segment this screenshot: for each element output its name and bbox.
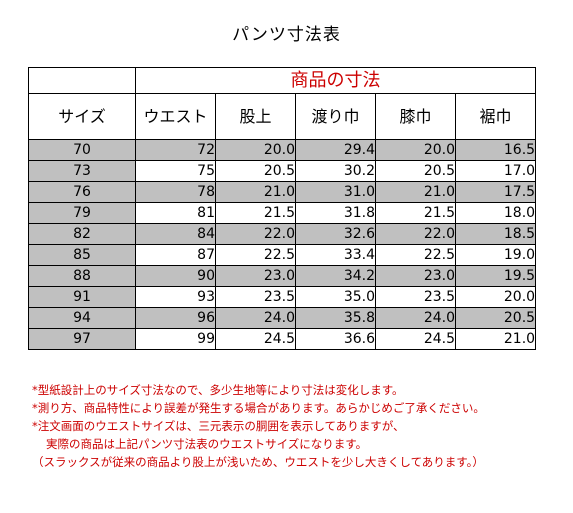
cell-hem-width: 20.0 [454,286,537,308]
column-header-waist: ウエスト [135,93,216,140]
cell-rise: 20.5 [215,160,296,182]
note-slacks-rise: （スラックスが従来の商品より股上が浅いため、ウエストを少し大きくしてあります。） [32,455,484,469]
cell-thigh-width: 35.8 [295,307,376,329]
table-row: 85 87 22.5 33.4 22.5 19.0 [28,244,537,266]
cell-hem-width: 18.5 [454,223,537,245]
cell-knee-width: 20.0 [375,139,456,161]
cell-hem-width: 18.0 [454,202,537,224]
cell-hem-width: 17.5 [454,181,537,203]
table-row: 79 81 21.5 31.8 21.5 18.0 [28,202,537,224]
cell-hem-width: 16.5 [454,139,537,161]
table-corner-cell [28,67,136,94]
table-column-header-row: サイズ ウエスト 股上 渡り巾 膝巾 裾巾 [28,93,537,140]
cell-size: 94 [28,307,136,329]
cell-waist: 72 [135,139,216,161]
note-measurement-error: *測り方、商品特性により誤差が発生する場合があります。あらかじめご了承ください。 [32,401,485,415]
cell-hem-width: 19.5 [454,265,537,287]
cell-hem-width: 17.0 [454,160,537,182]
cell-waist: 84 [135,223,216,245]
cell-thigh-width: 34.2 [295,265,376,287]
cell-waist: 96 [135,307,216,329]
cell-rise: 21.0 [215,181,296,203]
cell-size: 85 [28,244,136,266]
table-row: 91 93 23.5 35.0 23.5 20.0 [28,286,537,308]
cell-knee-width: 22.5 [375,244,456,266]
cell-rise: 24.0 [215,307,296,329]
note-waist-display: *注文画面のウエストサイズは、三元表示の胴囲を表示してありますが、 [32,419,405,433]
cell-rise: 23.0 [215,265,296,287]
cell-rise: 22.5 [215,244,296,266]
cell-waist: 99 [135,328,216,350]
cell-knee-width: 24.0 [375,307,456,329]
cell-size: 76 [28,181,136,203]
cell-thigh-width: 33.4 [295,244,376,266]
cell-knee-width: 23.5 [375,286,456,308]
cell-size: 73 [28,160,136,182]
cell-rise: 22.0 [215,223,296,245]
cell-waist: 75 [135,160,216,182]
cell-hem-width: 19.0 [454,244,537,266]
cell-thigh-width: 36.6 [295,328,376,350]
notes: *型紙設計上のサイズ寸法なので、多少生地等により寸法は変化します。 *測り方、商… [32,381,567,471]
table-row: 82 84 22.0 32.6 22.0 18.5 [28,223,537,245]
column-header-thigh-width: 渡り巾 [295,93,376,140]
cell-waist: 93 [135,286,216,308]
note-pattern-sizing: *型紙設計上のサイズ寸法なので、多少生地等により寸法は変化します。 [32,383,404,397]
table-group-header-row: 商品の寸法 [28,67,537,94]
table-row: 94 96 24.0 35.8 24.0 20.5 [28,307,537,329]
cell-rise: 23.5 [215,286,296,308]
cell-size: 82 [28,223,136,245]
product-dimensions-header: 商品の寸法 [134,67,537,94]
table-row: 88 90 23.0 34.2 23.0 19.5 [28,265,537,287]
cell-knee-width: 24.5 [375,328,456,350]
table-row: 70 72 20.0 29.4 20.0 16.5 [28,139,537,161]
cell-thigh-width: 32.6 [295,223,376,245]
cell-size: 91 [28,286,136,308]
cell-size: 79 [28,202,136,224]
table-row: 76 78 21.0 31.0 21.0 17.5 [28,181,537,203]
cell-rise: 24.5 [215,328,296,350]
cell-knee-width: 21.0 [375,181,456,203]
cell-thigh-width: 29.4 [295,139,376,161]
cell-waist: 78 [135,181,216,203]
column-header-knee-width: 膝巾 [375,93,456,140]
column-header-rise: 股上 [215,93,296,140]
column-header-size: サイズ [28,93,136,140]
cell-knee-width: 21.5 [375,202,456,224]
cell-knee-width: 23.0 [375,265,456,287]
cell-size: 70 [28,139,136,161]
cell-waist: 81 [135,202,216,224]
cell-thigh-width: 35.0 [295,286,376,308]
cell-waist: 90 [135,265,216,287]
size-table: 商品の寸法 サイズ ウエスト 股上 渡り巾 膝巾 裾巾 70 72 20.0 29.4… [28,67,537,350]
cell-hem-width: 21.0 [454,328,537,350]
cell-size: 88 [28,265,136,287]
cell-thigh-width: 30.2 [295,160,376,182]
cell-hem-width: 20.5 [454,307,537,329]
cell-waist: 87 [135,244,216,266]
column-header-hem-width: 裾巾 [454,93,537,140]
cell-rise: 21.5 [215,202,296,224]
cell-size: 97 [28,328,136,350]
table-row: 73 75 20.5 30.2 20.5 17.0 [28,160,537,182]
cell-knee-width: 20.5 [375,160,456,182]
table-row: 97 99 24.5 36.6 24.5 21.0 [28,328,537,350]
cell-rise: 20.0 [215,139,296,161]
cell-thigh-width: 31.8 [295,202,376,224]
note-waist-display-cont: 実際の商品は上記パンツ寸法表のウエストサイズになります。 [46,437,368,451]
cell-knee-width: 22.0 [375,223,456,245]
page-title: パンツ寸法表 [232,25,341,45]
cell-thigh-width: 31.0 [295,181,376,203]
